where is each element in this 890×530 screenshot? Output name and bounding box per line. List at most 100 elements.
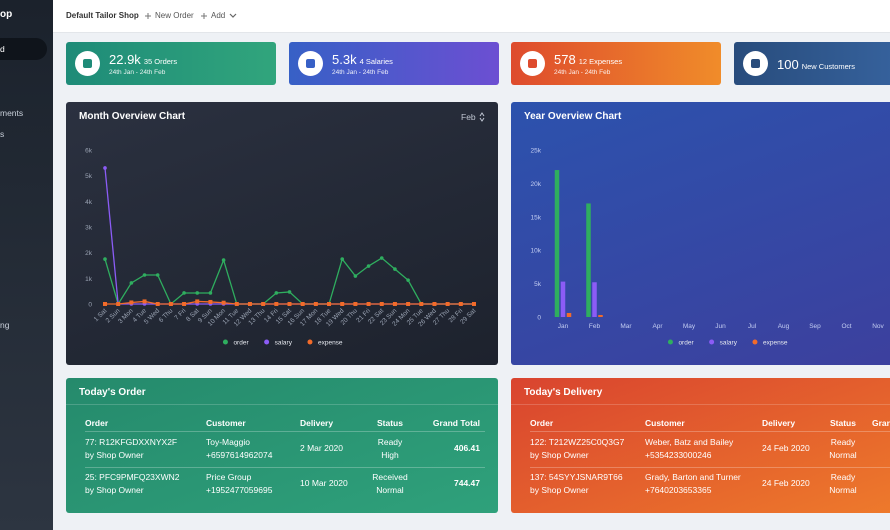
new-order-button[interactable]: New Order <box>155 11 194 20</box>
point <box>300 302 305 306</box>
y-tick-label: 6k <box>85 148 93 155</box>
cell-line: Received <box>372 472 408 482</box>
y-tick-label: 1k <box>85 276 93 283</box>
stat-value: 578 12 Expenses <box>554 52 623 67</box>
bar <box>598 314 603 317</box>
cell-line: Ready <box>377 437 403 447</box>
stat-range: 24th Jan - 24th Feb <box>109 69 166 76</box>
chevron-icon <box>229 13 237 18</box>
table-title: Today's Delivery <box>524 387 603 398</box>
point <box>393 267 397 271</box>
nav-item[interactable]: s <box>0 129 5 139</box>
cell-line: 10 Mar 2020 <box>300 478 348 488</box>
x-tick-label: Jul <box>748 323 757 330</box>
stat-card[interactable]: 578 12 Expenses 24th Jan - 24th Feb <box>511 42 721 85</box>
cell-line: Ready <box>830 437 856 447</box>
stat-icon <box>743 51 768 76</box>
y-tick-label: 5k <box>534 281 542 288</box>
table-title: Today's Order <box>79 387 146 398</box>
point <box>353 302 358 306</box>
stat-value: 22.9k 35 Orders <box>109 52 178 67</box>
table-cell: 77: R12KFGDXXNYX2F by Shop Owner <box>85 436 177 462</box>
title-rule <box>511 404 890 405</box>
month-selector[interactable]: Feb <box>461 112 476 122</box>
bar <box>560 281 566 317</box>
legend-swatch <box>222 339 228 345</box>
bar <box>592 282 597 317</box>
y-tick-label: 2k <box>85 250 93 257</box>
plus-icon <box>201 13 207 19</box>
point <box>103 166 107 170</box>
cell-line: by Shop Owner <box>85 450 144 460</box>
column-header: Customer <box>206 418 246 428</box>
point <box>168 302 173 306</box>
stat-label: New Customers <box>801 62 856 71</box>
cell-line: +6597614962074 <box>206 450 273 460</box>
point <box>287 290 292 294</box>
point <box>274 291 279 295</box>
stat-icon <box>520 51 545 76</box>
table-cell: 406.41 <box>400 442 480 455</box>
icon-glyph <box>751 59 760 68</box>
cell-line: Ready <box>830 472 856 482</box>
legend-swatch <box>709 339 715 345</box>
brand[interactable]: op <box>0 9 13 20</box>
y-tick-label: 25k <box>531 148 542 155</box>
y-tick-label: 0 <box>537 315 541 322</box>
point <box>261 302 266 306</box>
point <box>392 302 397 306</box>
delivery-table-panel: Today's Delivery Order Customer Delivery Sta… <box>511 378 890 513</box>
cell-line: 25: PFC9PMFQ23XWN2 <box>85 472 180 482</box>
point <box>406 302 411 306</box>
x-tick-label: Nov <box>872 323 884 330</box>
y-tick-label: 20k <box>531 181 542 188</box>
table-cell: Received Normal <box>350 471 430 497</box>
stat-card[interactable]: 22.9k 35 Orders 24th Jan - 24th Feb <box>66 42 276 85</box>
point <box>221 258 226 262</box>
stat-icon <box>298 51 323 76</box>
icon-glyph <box>528 59 537 68</box>
point <box>103 257 107 261</box>
point <box>274 302 279 306</box>
point <box>340 302 345 306</box>
series-line <box>104 257 474 306</box>
active-pill <box>0 38 47 60</box>
icon-glyph <box>83 59 92 68</box>
column-header: Grand Total <box>432 418 480 428</box>
point <box>419 302 424 306</box>
add-button[interactable]: Add <box>211 11 226 20</box>
nav-item[interactable]: ng <box>0 320 10 330</box>
table-cell: 10 Mar 2020 <box>300 477 348 490</box>
point <box>195 291 200 295</box>
plus-icon <box>145 13 151 19</box>
sidebar: op d ments s ng <box>0 0 53 530</box>
stat-range: 24th Jan - 24th Feb <box>554 69 611 76</box>
cell-line: 77: R12KFGDXXNYX2F <box>85 437 178 447</box>
point <box>445 302 450 306</box>
stat-card[interactable]: 5.3k 4 Salaries 24th Jan - 24th Feb <box>289 42 499 85</box>
shop-name[interactable]: Default Tailor Shop <box>66 11 139 20</box>
select-arrows <box>479 112 485 122</box>
table-cell: 24 Feb 2020 <box>762 442 810 455</box>
cell-line: by Shop Owner <box>530 450 589 460</box>
stat-card[interactable]: 100 New Customers <box>734 42 890 85</box>
table-cell: Ready Normal <box>803 471 883 497</box>
cell-line: 2 Mar 2020 <box>300 443 343 453</box>
x-tick-label: 3 Mon <box>117 307 135 325</box>
cell-line: Normal <box>829 450 857 460</box>
table-cell: Weber, Batz and Bailey +5354233000246 <box>645 436 733 462</box>
x-tick-label: Apr <box>652 323 663 330</box>
cell-line: +7640203653365 <box>645 485 712 495</box>
cell-line: 122: T212WZ25C0Q3G7 <box>530 437 625 447</box>
point <box>116 302 121 306</box>
year-chart-panel: Year Overview Chart 0 5k 10k 15k 20k 25k Jan Fe… <box>511 102 890 365</box>
point <box>472 302 476 306</box>
table-cell: 2 Mar 2020 <box>300 442 343 455</box>
nav-item[interactable]: d <box>0 44 5 54</box>
x-tick-label: Sep <box>809 323 821 330</box>
column-header: Grand Total <box>872 418 890 428</box>
nav-item[interactable]: ments <box>0 108 24 118</box>
cell-line: 406.41 <box>454 443 480 453</box>
